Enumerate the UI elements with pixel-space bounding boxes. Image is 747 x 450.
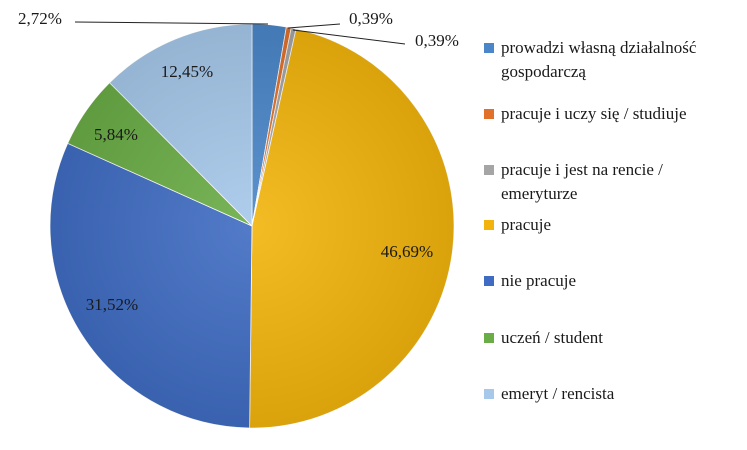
legend-swatch	[484, 276, 494, 286]
legend-item: uczeń / student	[484, 326, 731, 350]
leader-line	[287, 23, 341, 29]
data-label: 12,45%	[161, 62, 213, 81]
legend-swatch	[484, 43, 494, 53]
legend-swatch	[484, 389, 494, 399]
legend-label: pracuje i jest na rencie / emeryturze	[501, 160, 663, 203]
legend-item: nie pracuje	[484, 269, 731, 293]
data-label: 0,39%	[415, 31, 459, 50]
data-label: 0,39%	[349, 9, 393, 28]
legend-item: prowadzi własną działalność gospodarczą	[484, 36, 731, 84]
legend-label: pracuje	[501, 215, 552, 234]
legend-item: pracuje i uczy się / studiuje	[484, 102, 731, 126]
legend-swatch	[484, 220, 494, 230]
leader-line	[74, 21, 269, 25]
legend-swatch	[484, 109, 494, 119]
leader-line	[292, 29, 406, 45]
data-label: 5,84%	[94, 125, 138, 144]
legend-label: emeryt / rencista	[501, 384, 615, 403]
legend-item: pracuje i jest na rencie / emeryturze	[484, 158, 731, 206]
data-label: 46,69%	[381, 242, 433, 261]
legend-label: nie pracuje	[501, 271, 577, 290]
legend-item: pracuje	[484, 213, 731, 237]
legend-label: prowadzi własną działalność gospodarczą	[501, 38, 697, 81]
legend-label: pracuje i uczy się / studiuje	[501, 104, 687, 123]
data-label: 31,52%	[86, 295, 138, 314]
legend-item: emeryt / rencista	[484, 382, 731, 406]
legend-label: uczeń / student	[501, 328, 603, 347]
pie-chart: 2,72% 0,39% 0,39% 46,69% 31,52% 5,84% 12,45%	[18, 9, 459, 429]
legend-swatch	[484, 333, 494, 343]
legend-swatch	[484, 165, 494, 175]
data-label: 2,72%	[18, 9, 62, 28]
